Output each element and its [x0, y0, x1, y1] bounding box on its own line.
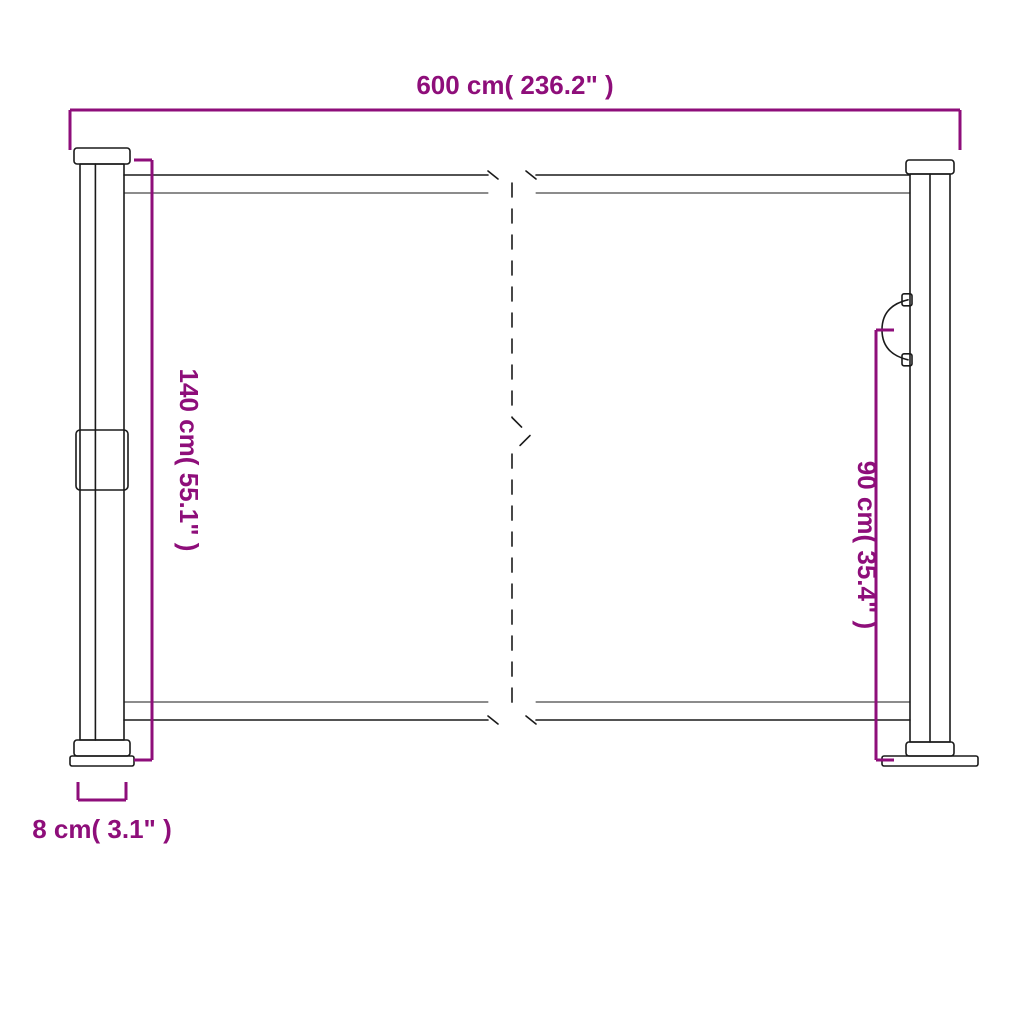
dim-handle-label: 90 cm( 35.4" ) [852, 461, 882, 629]
dim-width-label: 600 cm( 236.2" ) [416, 70, 613, 100]
dimension-diagram: 600 cm( 236.2" ) 140 cm( 55.1" ) 90 cm( 35… [0, 0, 1024, 1024]
product-outline [70, 148, 978, 766]
dim-depth-label: 8 cm( 3.1" ) [32, 814, 172, 844]
dim-height-label: 140 cm( 55.1" ) [174, 369, 204, 552]
